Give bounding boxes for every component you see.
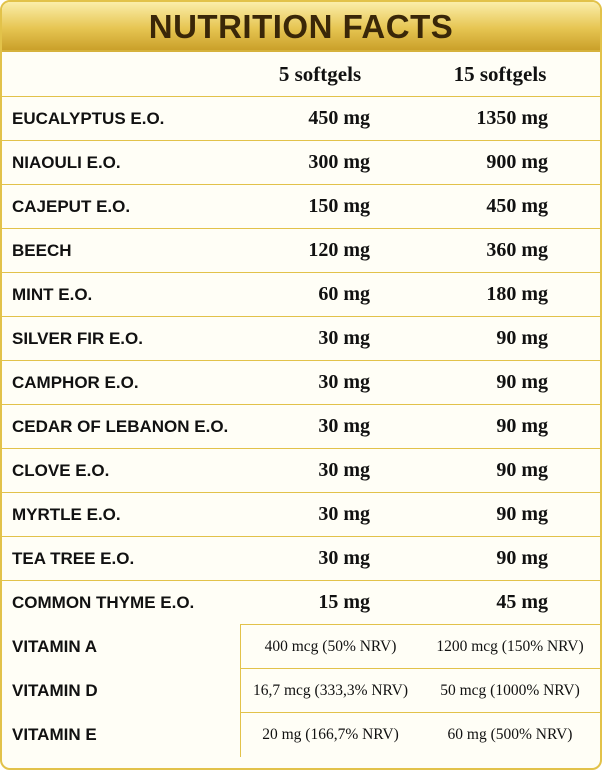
amount: 450 mg	[240, 97, 420, 141]
table-row: CAMPHOR E.O. 30 mg 90 mg	[2, 361, 600, 405]
amount: 180 mg	[420, 273, 600, 317]
ingredient-name: MINT E.O.	[2, 273, 240, 317]
amount: 90 mg	[420, 449, 600, 493]
amount: 90 mg	[420, 493, 600, 537]
ingredient-name: EUCALYPTUS E.O.	[2, 97, 240, 141]
amount: 30 mg	[240, 493, 420, 537]
amount: 16,7 mcg (333,3% NRV)	[240, 669, 420, 713]
table-row: TEA TREE E.O. 30 mg 90 mg	[2, 537, 600, 581]
amount: 30 mg	[240, 405, 420, 449]
amount: 90 mg	[420, 317, 600, 361]
ingredient-name: MYRTLE E.O.	[2, 493, 240, 537]
ingredient-name: NIAOULI E.O.	[2, 141, 240, 185]
table-row: COMMON THYME E.O. 15 mg 45 mg	[2, 581, 600, 625]
amount: 30 mg	[240, 537, 420, 581]
amount: 300 mg	[240, 141, 420, 185]
ingredient-name: CAJEPUT E.O.	[2, 185, 240, 229]
header-row: 5 softgels 15 softgels	[2, 52, 600, 97]
column-header: 15 softgels	[420, 52, 600, 97]
ingredient-name: VITAMIN A	[12, 637, 97, 656]
ingredient-name: CAMPHOR E.O.	[2, 361, 240, 405]
ingredient-name: BEECH	[2, 229, 240, 273]
table-row: VITAMIN A 400 mcg (50% NRV) 1200 mcg (150%…	[2, 625, 600, 669]
title: NUTRITION FACTS	[2, 2, 600, 52]
amount: 20 mg (166,7% NRV)	[240, 713, 420, 757]
ingredient-name: SILVER FIR E.O.	[2, 317, 240, 361]
table-row: NIAOULI E.O. 300 mg 900 mg	[2, 141, 600, 185]
table-row: VITAMIN E 20 mg (166,7% NRV) 60 mg (500% N…	[2, 713, 600, 757]
amount: 90 mg	[420, 537, 600, 581]
amount: 60 mg	[240, 273, 420, 317]
table-row: CEDAR OF LEBANON E.O. 30 mg 90 mg	[2, 405, 600, 449]
ingredient-name: CLOVE E.O.	[2, 449, 240, 493]
amount: 50 mcg (1000% NRV)	[420, 669, 600, 713]
amount: 30 mg	[240, 449, 420, 493]
amount: 90 mg	[420, 405, 600, 449]
amount: 90 mg	[420, 361, 600, 405]
table-row: CLOVE E.O. 30 mg 90 mg	[2, 449, 600, 493]
amount: 60 mg (500% NRV)	[447, 726, 573, 743]
column-header: 5 softgels	[240, 52, 420, 97]
amount: 450 mg	[420, 185, 600, 229]
ingredient-name: VITAMIN D	[12, 681, 98, 700]
amount: 45 mg	[420, 581, 600, 625]
nutrition-table: 5 softgels 15 softgels EUCALYPTUS E.O. 450 …	[2, 52, 600, 757]
amount: 400 mcg (50% NRV)	[240, 625, 420, 669]
table-row: VITAMIN D 16,7 mcg (333,3% NRV) 50 mcg (10…	[2, 669, 600, 713]
amount: 1350 mg	[420, 97, 600, 141]
ingredient-name: VITAMIN E	[12, 725, 97, 744]
table-row: SILVER FIR E.O. 30 mg 90 mg	[2, 317, 600, 361]
table-row: CAJEPUT E.O. 150 mg 450 mg	[2, 185, 600, 229]
table-row: EUCALYPTUS E.O. 450 mg 1350 mg	[2, 97, 600, 141]
amount: 15 mg	[240, 581, 420, 625]
header-cell	[2, 52, 240, 97]
ingredient-name: TEA TREE E.O.	[2, 537, 240, 581]
table-row: BEECH 120 mg 360 mg	[2, 229, 600, 273]
table-row: MINT E.O. 60 mg 180 mg	[2, 273, 600, 317]
ingredient-name: CEDAR OF LEBANON E.O.	[2, 405, 240, 449]
amount: 1200 mcg (150% NRV)	[420, 625, 600, 669]
amount: 150 mg	[240, 185, 420, 229]
amount: 30 mg	[240, 361, 420, 405]
amount: 30 mg	[240, 317, 420, 361]
table-row: MYRTLE E.O. 30 mg 90 mg	[2, 493, 600, 537]
amount: 900 mg	[420, 141, 600, 185]
amount: 120 mg	[240, 229, 420, 273]
amount: 360 mg	[420, 229, 600, 273]
ingredient-name: COMMON THYME E.O.	[12, 593, 195, 612]
